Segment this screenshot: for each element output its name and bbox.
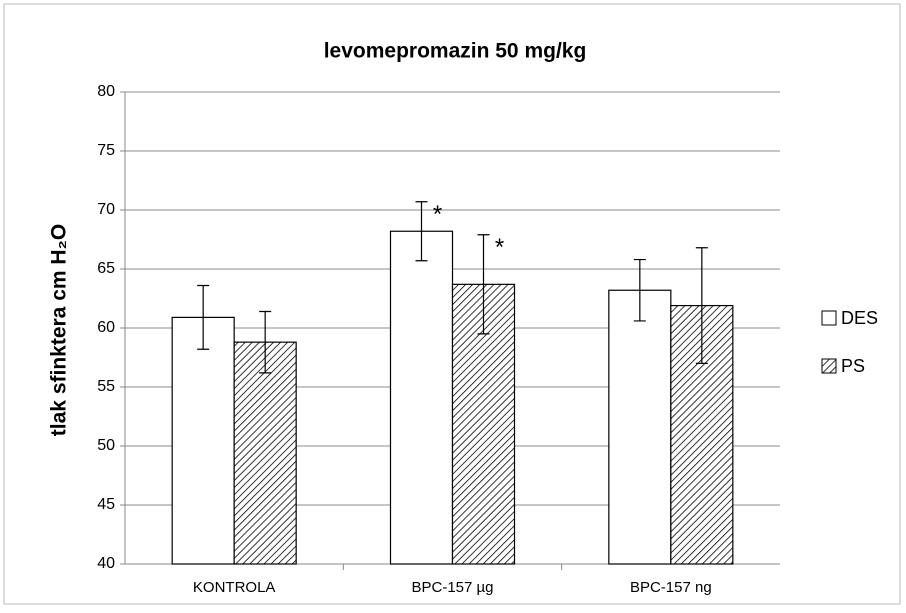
y-tick-label: 70 xyxy=(97,201,115,218)
legend-swatch xyxy=(821,310,837,326)
y-tick-label: 50 xyxy=(97,437,115,454)
bar xyxy=(389,230,454,565)
y-tick-label: 55 xyxy=(97,378,115,395)
error-bar xyxy=(259,310,272,374)
error-bar xyxy=(633,258,646,322)
y-tick-label: 75 xyxy=(97,142,115,159)
bar xyxy=(608,289,672,565)
y-tick-label: 60 xyxy=(97,319,115,336)
error-bar xyxy=(197,284,210,350)
error-bar xyxy=(415,201,428,262)
legend-label: PS xyxy=(841,356,865,376)
significance-marker: * xyxy=(433,201,442,228)
chart-title: levomepromazin 50 mg/kg xyxy=(324,40,587,63)
bar xyxy=(233,341,297,565)
bar xyxy=(171,316,235,565)
y-axis-label: tlak sfinktera cm H₂O xyxy=(48,224,71,436)
x-tick-label: BPC-157 ng xyxy=(630,579,712,596)
y-tick-label: 40 xyxy=(97,555,115,572)
y-tick-label: 80 xyxy=(97,83,115,100)
y-tick-label: 45 xyxy=(97,496,115,513)
y-tick-label: 65 xyxy=(97,260,115,277)
error-bar xyxy=(695,247,708,364)
legend-swatch xyxy=(821,358,837,374)
legend-label: DES xyxy=(841,308,878,328)
significance-marker: * xyxy=(495,234,504,261)
x-tick-label: BPC-157 µg xyxy=(411,579,493,596)
x-tick-label: KONTROLA xyxy=(193,579,276,596)
error-bar xyxy=(477,234,490,335)
